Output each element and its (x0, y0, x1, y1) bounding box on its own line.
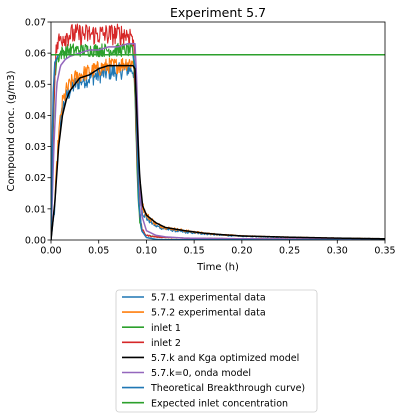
legend: 5.7.1 experimental data 5.7.2 experimenta… (115, 289, 318, 413)
legend-box (115, 289, 318, 413)
x-tick-label: 0.25 (279, 246, 300, 257)
y-tick-label: 0.02 (25, 173, 46, 184)
x-tick-label: 0.10 (136, 246, 157, 257)
x-tick-label: 0.35 (374, 246, 395, 257)
y-tick-label: 0.00 (25, 235, 46, 246)
legend-label: 5.7.k and Kga optimized model (151, 353, 299, 364)
x-axis-label: Time (h) (196, 262, 239, 273)
legend-label: 5.7.k=0, onda model (151, 368, 251, 379)
y-tick-label: 0.07 (25, 17, 46, 28)
plot-frame (50, 21, 386, 241)
series-line-4 (51, 64, 385, 240)
x-tick-label: 0.15 (184, 246, 205, 257)
legend-items: 5.7.1 experimental data 5.7.2 experimenta… (122, 293, 305, 409)
legend-label: 5.7.1 experimental data (151, 293, 266, 304)
x-axis: 0.00 0.05 0.10 0.15 0.20 0.25 0.30 0.35 (40, 240, 396, 257)
y-tick-label: 0.05 (25, 80, 46, 91)
y-tick-label: 0.04 (25, 111, 46, 122)
y-tick-label: 0.06 (25, 49, 46, 60)
y-tick-label: 0.01 (25, 204, 46, 215)
y-axis: 0.00 0.01 0.02 0.03 0.04 0.05 0.06 0.07 (25, 17, 51, 246)
series-line-5 (51, 43, 385, 240)
legend-label: Theoretical Breakthrough curve) (150, 383, 305, 394)
legend-label: inlet 1 (151, 323, 181, 334)
y-tick-label: 0.03 (25, 142, 46, 153)
x-tick-label: 0.00 (40, 246, 61, 257)
legend-label: inlet 2 (151, 338, 181, 349)
y-axis-label: Compound conc. (g/m3) (6, 70, 17, 191)
x-tick-label: 0.30 (327, 246, 348, 257)
chart-title: Experiment 5.7 (170, 5, 266, 20)
legend-label: 5.7.2 experimental data (151, 308, 266, 319)
legend-label: Expected inlet concentration (151, 398, 288, 409)
x-tick-label: 0.20 (231, 246, 252, 257)
x-tick-label: 0.05 (88, 246, 109, 257)
plot-area (50, 21, 386, 241)
plot-background (51, 22, 385, 240)
